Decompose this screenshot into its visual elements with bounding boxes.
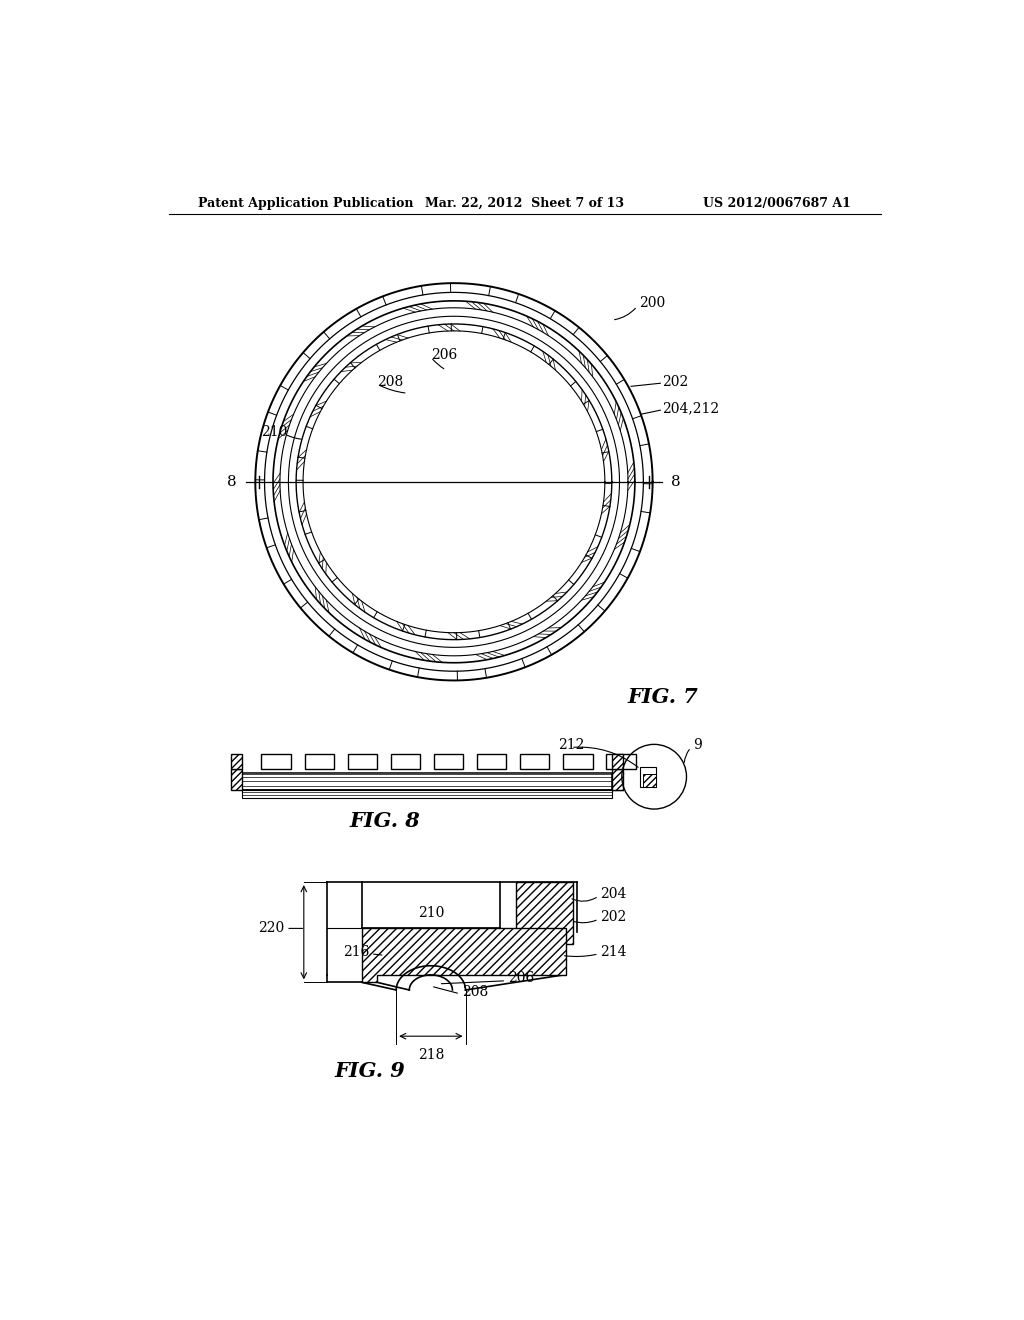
- Text: Mar. 22, 2012  Sheet 7 of 13: Mar. 22, 2012 Sheet 7 of 13: [425, 197, 625, 210]
- Text: FIG. 7: FIG. 7: [628, 688, 698, 708]
- Text: 202: 202: [662, 375, 688, 388]
- Text: FIG. 9: FIG. 9: [335, 1061, 406, 1081]
- Polygon shape: [515, 882, 573, 944]
- Polygon shape: [230, 770, 243, 789]
- Text: 218: 218: [418, 1048, 444, 1063]
- Text: 216: 216: [343, 945, 370, 958]
- Polygon shape: [230, 754, 243, 770]
- Text: 210: 210: [418, 906, 444, 920]
- Polygon shape: [361, 928, 565, 982]
- Polygon shape: [611, 754, 624, 770]
- Text: 206: 206: [508, 972, 535, 986]
- Text: 204,212: 204,212: [662, 401, 719, 416]
- Text: 212: 212: [558, 738, 585, 752]
- Text: 8: 8: [227, 475, 237, 488]
- Text: FIG. 8: FIG. 8: [349, 810, 420, 830]
- Text: 214: 214: [600, 945, 627, 958]
- Text: 206: 206: [431, 347, 457, 362]
- Text: 200: 200: [639, 296, 665, 310]
- Polygon shape: [643, 775, 655, 787]
- Polygon shape: [611, 770, 624, 789]
- Text: US 2012/0067687 A1: US 2012/0067687 A1: [703, 197, 851, 210]
- Text: 208: 208: [462, 985, 487, 998]
- Text: 9: 9: [692, 738, 701, 752]
- Text: 204: 204: [600, 887, 627, 900]
- Text: 220: 220: [258, 921, 285, 936]
- Text: 208: 208: [377, 375, 403, 388]
- Text: 202: 202: [600, 909, 627, 924]
- Text: 210: 210: [261, 425, 288, 438]
- Text: 8: 8: [671, 475, 681, 488]
- Text: Patent Application Publication: Patent Application Publication: [199, 197, 414, 210]
